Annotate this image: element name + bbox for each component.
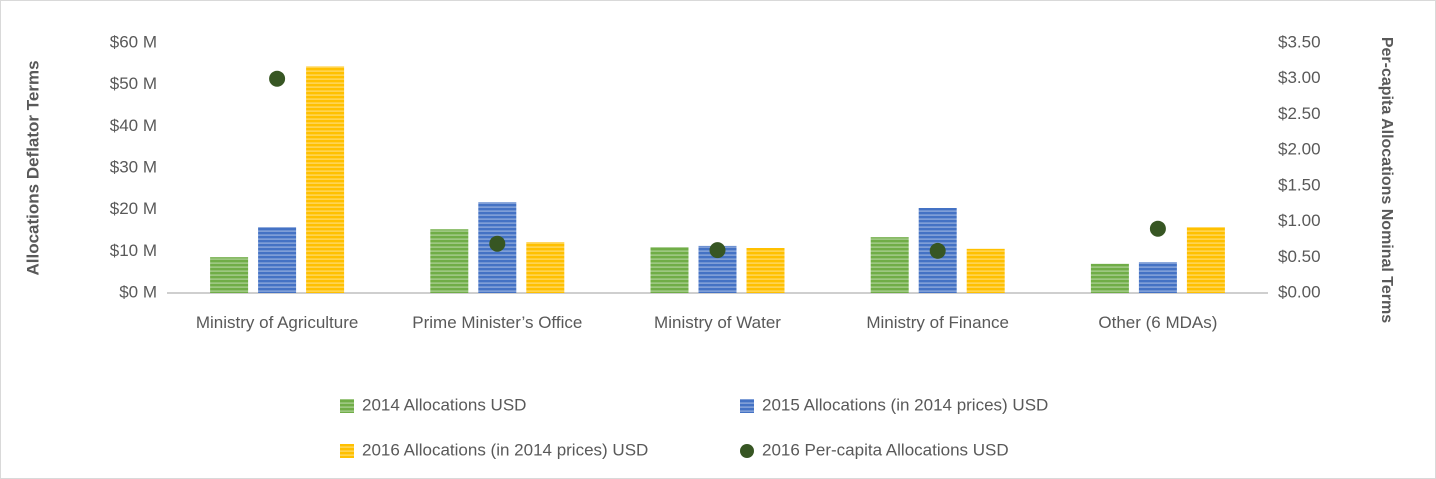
y2-axis-title: Per-capita Allocations Nominal Terms — [1378, 37, 1395, 323]
y2-tick-label: $3.00 — [1278, 68, 1321, 87]
y-tick-label: $40 M — [110, 116, 157, 135]
bar — [210, 257, 249, 293]
bar — [746, 248, 785, 293]
bar — [526, 242, 565, 293]
y-tick-label: $0 M — [119, 282, 157, 301]
bar — [966, 248, 1005, 293]
x-tick-label: Prime Minister’s Office — [412, 313, 583, 332]
y-tick-label: $60 M — [110, 32, 157, 51]
y2-tick-label: $3.50 — [1278, 32, 1321, 51]
bar — [430, 229, 469, 293]
legend-marker — [340, 399, 354, 413]
y2-tick-label: $2.00 — [1278, 140, 1321, 159]
y-axis-title: Allocations Deflator Terms — [23, 60, 42, 275]
y-tick-label: $30 M — [110, 157, 157, 176]
dot — [489, 235, 506, 252]
dot — [269, 70, 286, 87]
bar — [1186, 227, 1225, 293]
dot — [1149, 220, 1166, 237]
y-tick-label: $20 M — [110, 199, 157, 218]
legend-label: 2014 Allocations USD — [362, 395, 526, 414]
y2-tick-label: $0.00 — [1278, 282, 1321, 301]
legend-label: 2016 Per-capita Allocations USD — [762, 440, 1009, 459]
legend-marker — [740, 399, 754, 413]
bar — [1138, 262, 1177, 293]
bar — [258, 227, 297, 293]
y2-tick-label: $1.50 — [1278, 175, 1321, 194]
y2-tick-label: $2.50 — [1278, 104, 1321, 123]
x-tick-label: Ministry of Finance — [866, 313, 1010, 332]
legend-label: 2016 Allocations (in 2014 prices) USD — [362, 440, 648, 459]
legend-marker — [740, 444, 754, 458]
bar — [306, 66, 345, 293]
bar — [1090, 263, 1129, 293]
y2-tick-label: $1.00 — [1278, 211, 1321, 230]
dot — [929, 242, 946, 259]
y-tick-label: $10 M — [110, 241, 157, 260]
dot — [709, 242, 726, 259]
y-tick-label: $50 M — [110, 74, 157, 93]
legend-label: 2015 Allocations (in 2014 prices) USD — [762, 395, 1048, 414]
x-tick-label: Ministry of Water — [654, 313, 781, 332]
y2-tick-label: $0.50 — [1278, 247, 1321, 266]
bar — [870, 237, 909, 293]
x-tick-label: Ministry of Agriculture — [195, 313, 359, 332]
legend-marker — [340, 444, 354, 458]
x-tick-label: Other (6 MDAs) — [1098, 313, 1218, 332]
bar — [650, 247, 689, 293]
